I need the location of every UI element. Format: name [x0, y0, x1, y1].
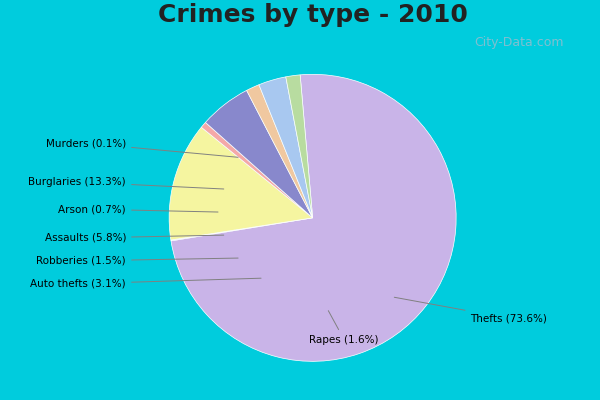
- Text: Auto thefts (3.1%): Auto thefts (3.1%): [31, 278, 261, 289]
- Text: Murders (0.1%): Murders (0.1%): [46, 138, 238, 157]
- Title: Crimes by type - 2010: Crimes by type - 2010: [158, 3, 467, 27]
- Wedge shape: [259, 77, 313, 218]
- Text: Robberies (1.5%): Robberies (1.5%): [37, 256, 238, 266]
- Text: Assaults (5.8%): Assaults (5.8%): [44, 233, 224, 243]
- Text: Thefts (73.6%): Thefts (73.6%): [394, 297, 547, 323]
- Wedge shape: [169, 127, 313, 240]
- Wedge shape: [205, 90, 313, 218]
- Wedge shape: [247, 85, 313, 218]
- Wedge shape: [202, 122, 313, 218]
- Text: Burglaries (13.3%): Burglaries (13.3%): [28, 177, 224, 189]
- Text: City-Data.com: City-Data.com: [475, 36, 564, 49]
- Wedge shape: [171, 218, 313, 241]
- Wedge shape: [286, 75, 313, 218]
- Text: Arson (0.7%): Arson (0.7%): [58, 204, 218, 214]
- Wedge shape: [171, 74, 456, 361]
- Text: Rapes (1.6%): Rapes (1.6%): [310, 311, 379, 345]
